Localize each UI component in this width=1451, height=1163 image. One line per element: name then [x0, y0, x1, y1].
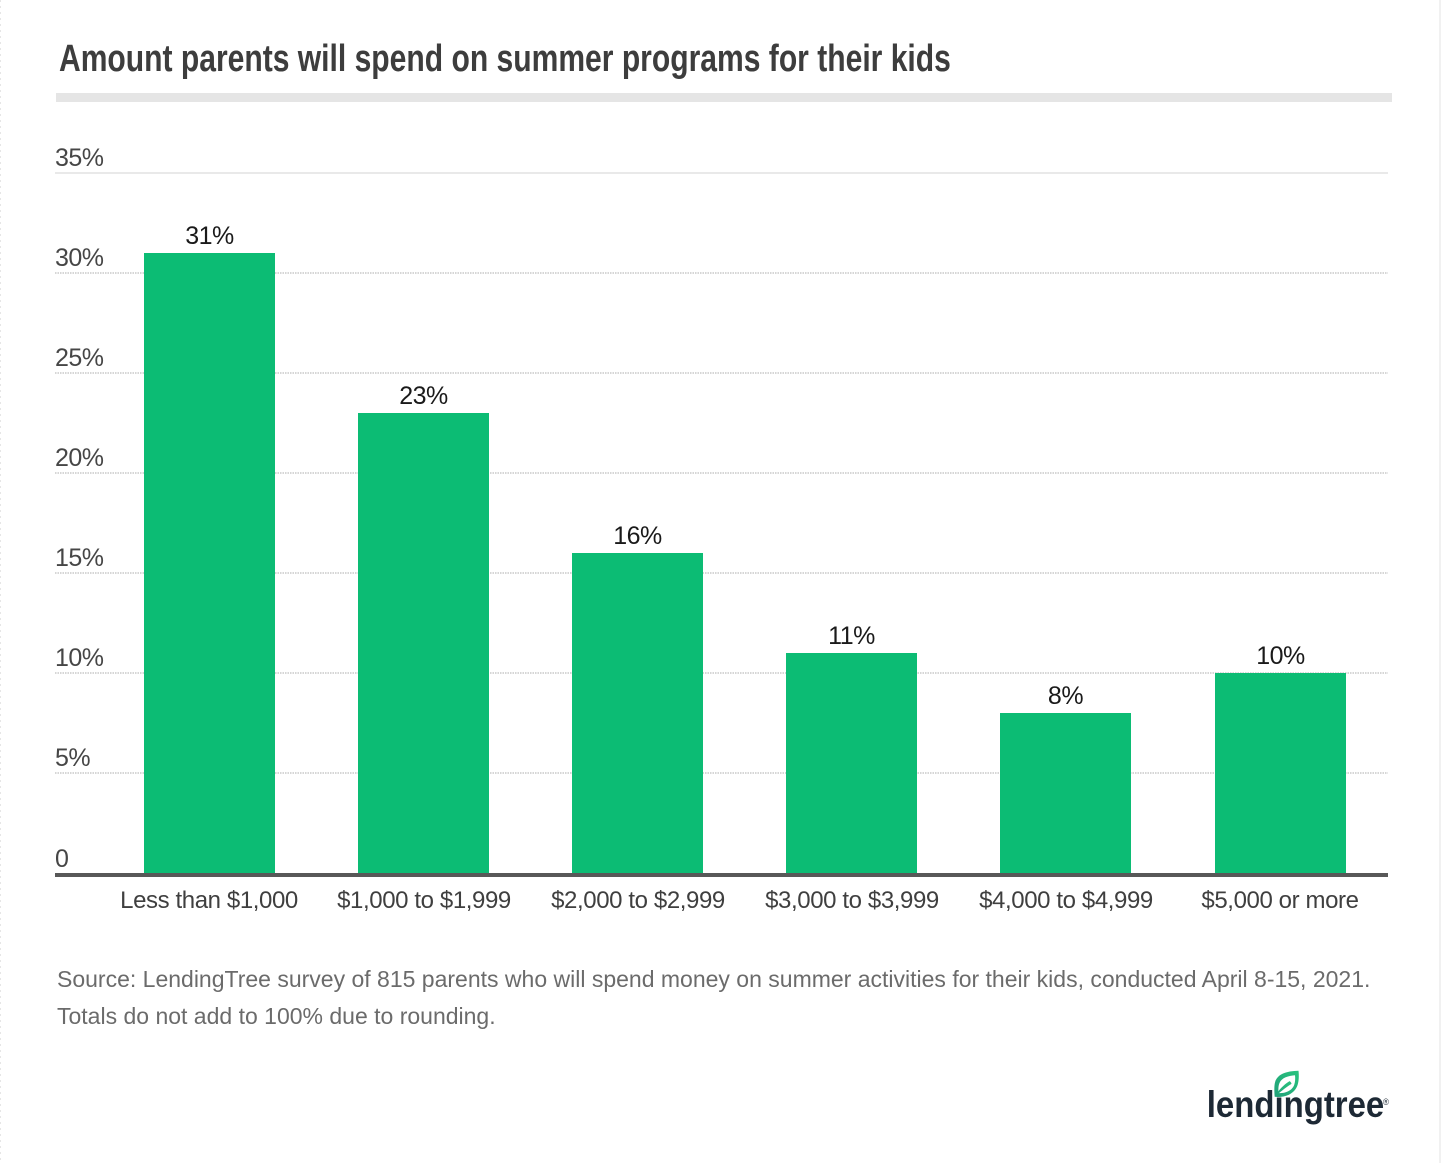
svg-text:®: ®: [1383, 1097, 1390, 1108]
svg-text:lendıngtree: lendıngtree: [1207, 1084, 1384, 1125]
